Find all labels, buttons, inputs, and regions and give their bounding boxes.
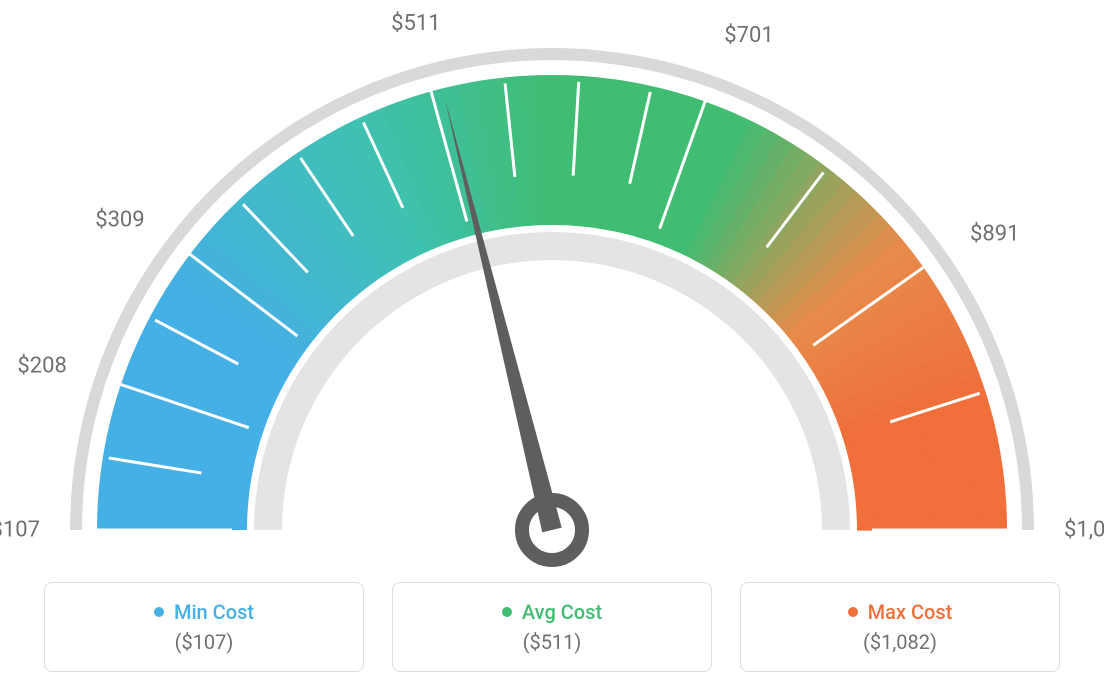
summary-cards: Min Cost ($107) Avg Cost ($511) Max Cost…: [44, 582, 1060, 672]
avg-cost-title-row: Avg Cost: [502, 600, 602, 624]
max-cost-title-row: Max Cost: [848, 600, 953, 624]
gauge-tick-label: $891: [970, 222, 1019, 247]
avg-cost-card: Avg Cost ($511): [392, 582, 712, 672]
max-cost-card: Max Cost ($1,082): [740, 582, 1060, 672]
gauge-tick-label: $107: [0, 518, 40, 543]
gauge-tick-label: $511: [391, 11, 440, 36]
avg-cost-value: ($511): [523, 630, 582, 654]
gauge-tick-label: $208: [17, 354, 66, 379]
max-cost-dot: [848, 607, 858, 617]
avg-cost-title: Avg Cost: [522, 600, 602, 624]
gauge-svg: [52, 20, 1052, 580]
gauge-tick-label: $309: [95, 207, 144, 232]
min-cost-title: Min Cost: [174, 600, 254, 624]
min-cost-title-row: Min Cost: [154, 600, 254, 624]
gauge-tick-label: $1,082: [1064, 518, 1104, 543]
avg-cost-dot: [502, 607, 512, 617]
min-cost-dot: [154, 607, 164, 617]
max-cost-title: Max Cost: [868, 600, 953, 624]
max-cost-value: ($1,082): [863, 630, 937, 654]
gauge-chart: $107$208$309$511$701$891$1,082: [52, 20, 1052, 580]
min-cost-value: ($107): [175, 630, 234, 654]
gauge-tick-label: $701: [724, 23, 773, 48]
min-cost-card: Min Cost ($107): [44, 582, 364, 672]
